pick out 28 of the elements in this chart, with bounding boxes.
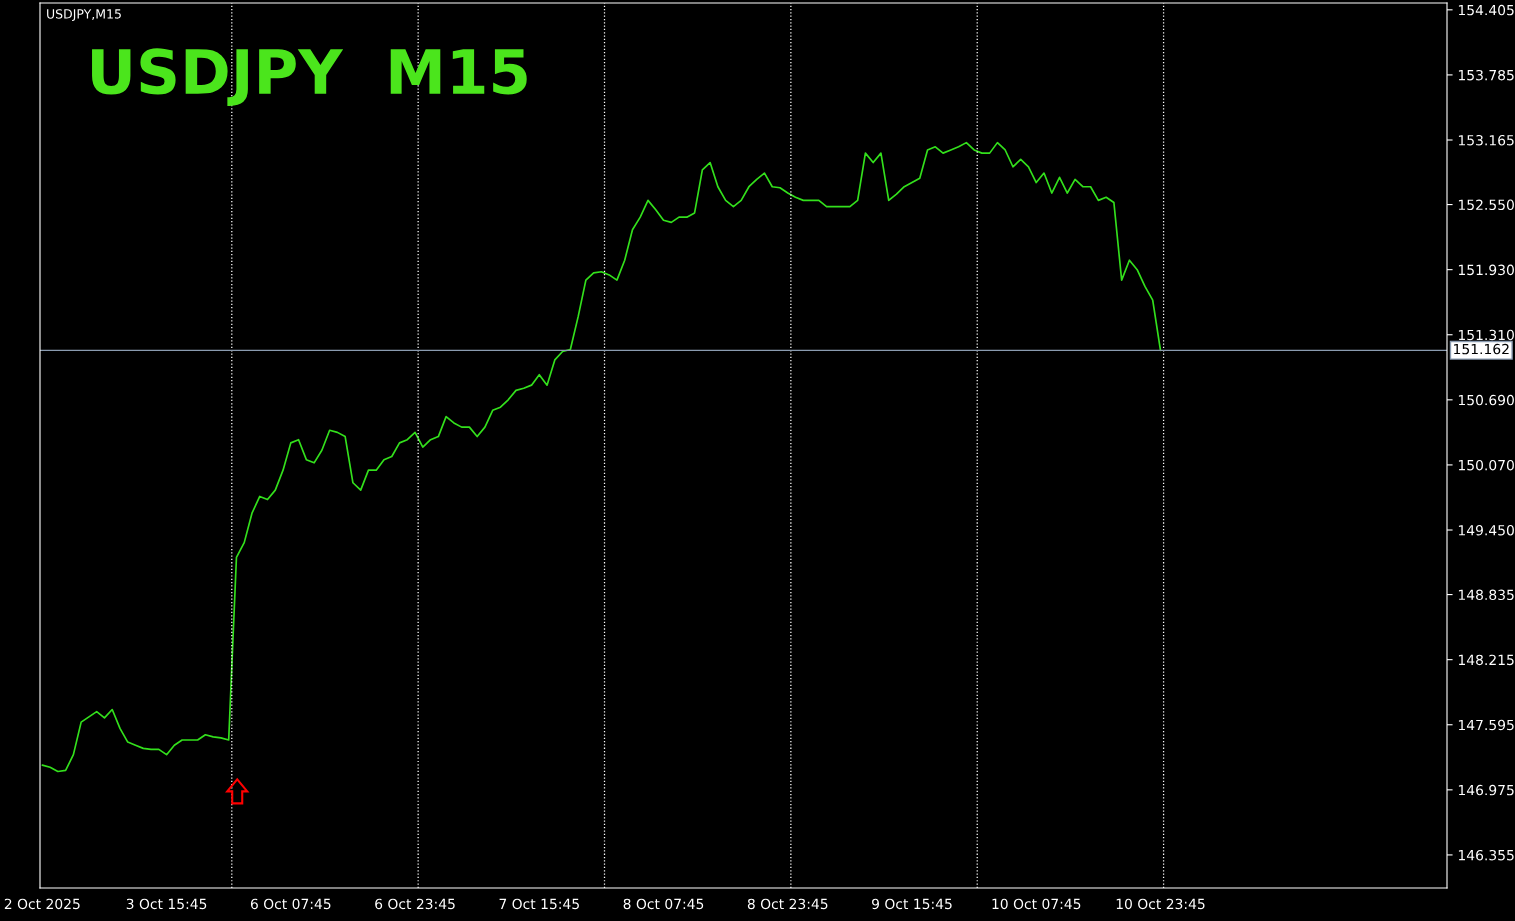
x-tick-label: 10 Oct 07:45 (992, 898, 1081, 910)
x-tick-label: 8 Oct 07:45 (623, 898, 704, 910)
y-tick-label: 153.165 (1458, 134, 1514, 146)
y-tick-label: 151.930 (1458, 264, 1514, 276)
x-tick-label: 6 Oct 07:45 (250, 898, 331, 910)
x-tick-label: 6 Oct 23:45 (375, 898, 455, 910)
y-tick-label: 147.595 (1458, 719, 1514, 731)
y-tick-label: 148.215 (1458, 654, 1514, 666)
y-tick-label: 152.550 (1458, 199, 1514, 211)
ref-line-label: 151.162 (1454, 343, 1509, 355)
x-tick-label: 7 Oct 15:45 (499, 898, 579, 910)
x-tick-label: 3 Oct 15:45 (126, 898, 207, 910)
y-tick-label: 153.785 (1458, 69, 1514, 81)
x-tick-label: 2 Oct 2025 (4, 898, 80, 910)
x-tick-label: 10 Oct 23:45 (1116, 898, 1205, 910)
y-tick-label: 150.070 (1458, 459, 1514, 471)
y-tick-label: 150.690 (1458, 394, 1514, 406)
text: USDJPY M15 (92, 48, 527, 106)
x-tick-label: 9 Oct 15:45 (872, 898, 952, 910)
y-tick-label: 149.450 (1458, 524, 1514, 536)
y-tick-label: 146.975 (1458, 784, 1514, 796)
y-tick-label: 146.355 (1458, 849, 1514, 861)
y-tick-label: 154.405 (1458, 4, 1514, 16)
y-tick-label: 148.835 (1458, 589, 1514, 601)
x-tick-label: 8 Oct 23:45 (747, 898, 828, 910)
y-tick-label: 151.310 (1458, 329, 1514, 341)
chart-subtitle: USDJPY,M15 (47, 9, 121, 21)
line-series (41, 141, 1162, 773)
